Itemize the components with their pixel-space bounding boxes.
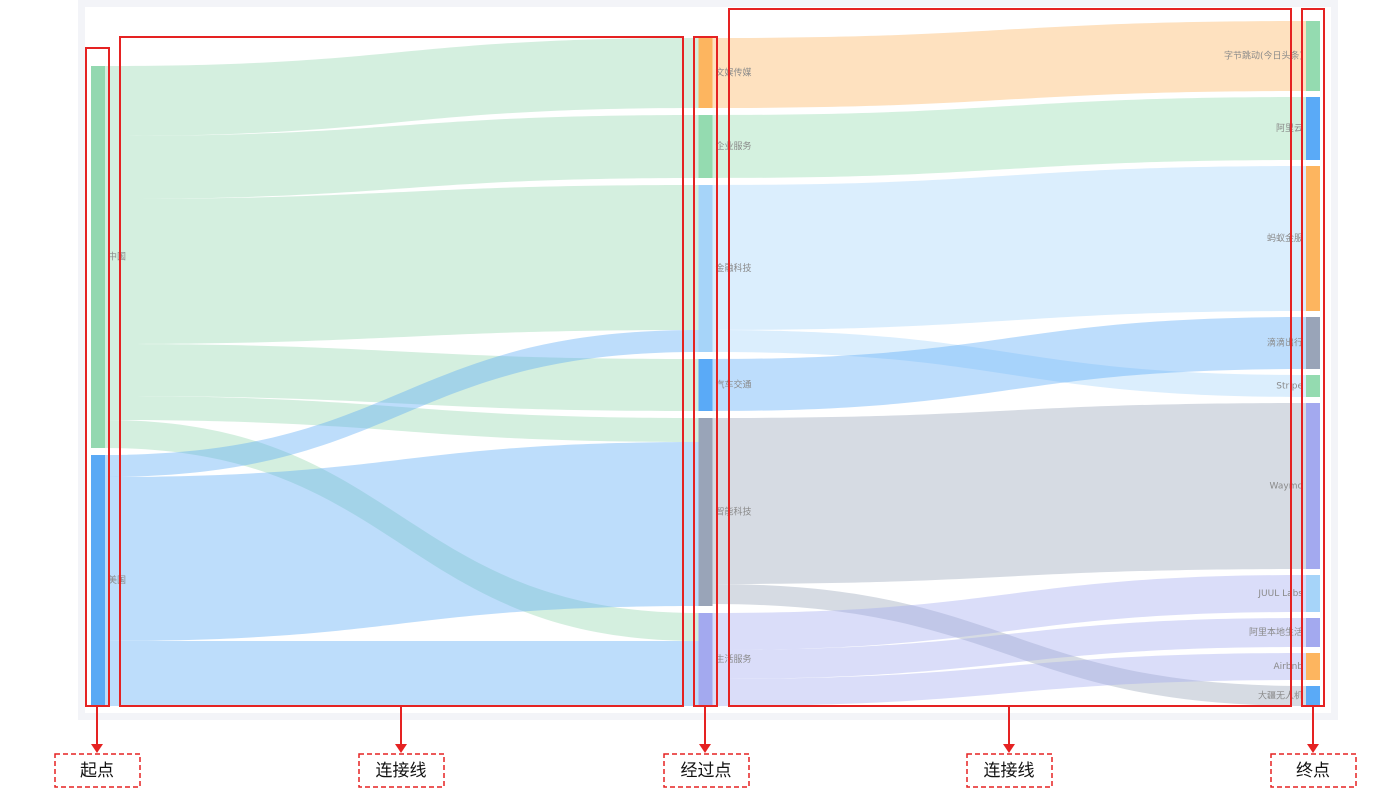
node-label: 汽车交通 xyxy=(716,379,752,391)
link xyxy=(712,21,1306,108)
node-label: 蚂蚁金服 xyxy=(1267,232,1303,244)
node-label: 大疆无人机 xyxy=(1258,690,1303,702)
node-label: 中国 xyxy=(108,251,126,263)
node xyxy=(91,66,105,448)
annotation: 终点 xyxy=(1296,761,1330,781)
annotation-box xyxy=(663,753,750,788)
node-label: JUUL Labs xyxy=(1257,589,1303,599)
annotation: 起点 xyxy=(80,761,114,781)
node-label: 美国 xyxy=(108,574,126,586)
link xyxy=(712,575,1306,650)
link xyxy=(712,618,1306,679)
annotation-box xyxy=(1270,753,1357,788)
node xyxy=(1306,97,1320,160)
node-label: Waymo xyxy=(1270,482,1304,492)
link xyxy=(712,584,1306,706)
node xyxy=(1306,618,1320,647)
link xyxy=(712,653,1306,706)
link xyxy=(105,115,699,199)
node-label: 滴滴出行 xyxy=(1267,337,1303,349)
node-label: 生活服务 xyxy=(716,653,752,665)
link xyxy=(105,420,699,641)
annotation-box xyxy=(358,753,445,788)
node-label: Stripe xyxy=(1276,382,1303,392)
node-label: 文娱传媒 xyxy=(716,67,752,79)
node xyxy=(1306,575,1320,612)
arrows xyxy=(91,706,1319,753)
node-label: 智能科技 xyxy=(716,506,752,518)
node xyxy=(698,359,713,411)
link xyxy=(105,442,699,641)
node xyxy=(1306,653,1320,680)
node xyxy=(1306,686,1320,706)
node xyxy=(1306,375,1320,397)
node xyxy=(698,115,713,178)
node xyxy=(1306,403,1320,569)
links xyxy=(105,21,1306,706)
node xyxy=(91,455,105,706)
link xyxy=(105,344,699,411)
link xyxy=(712,166,1306,330)
link xyxy=(712,330,1306,397)
node xyxy=(698,613,713,706)
annotations: 起点 连接线 经过点 连接线 终点 xyxy=(54,8,1357,788)
node-label: 阿里云 xyxy=(1276,123,1303,134)
node xyxy=(698,418,713,606)
node-label: 阿里本地生活 xyxy=(1249,626,1303,638)
link xyxy=(712,403,1306,584)
node xyxy=(1306,166,1320,311)
node-label: 字节跳动(今日头条) xyxy=(1224,50,1303,62)
link xyxy=(712,317,1306,411)
link xyxy=(712,97,1306,178)
node xyxy=(1306,317,1320,369)
link xyxy=(105,396,699,442)
node xyxy=(698,185,713,352)
node-label: Airbnb xyxy=(1274,662,1304,672)
node xyxy=(1306,21,1320,91)
annotation: 经过点 xyxy=(681,761,732,781)
annotation-box xyxy=(54,753,141,788)
node-label: 金融科技 xyxy=(716,262,752,274)
link xyxy=(105,641,699,706)
annotation: 连接线 xyxy=(376,761,427,781)
link xyxy=(105,185,699,344)
node xyxy=(698,38,713,108)
link xyxy=(105,330,699,477)
annotation: 连接线 xyxy=(984,761,1035,781)
link xyxy=(105,38,699,136)
annotation-box xyxy=(966,753,1053,788)
node-label: 企业服务 xyxy=(716,140,752,152)
